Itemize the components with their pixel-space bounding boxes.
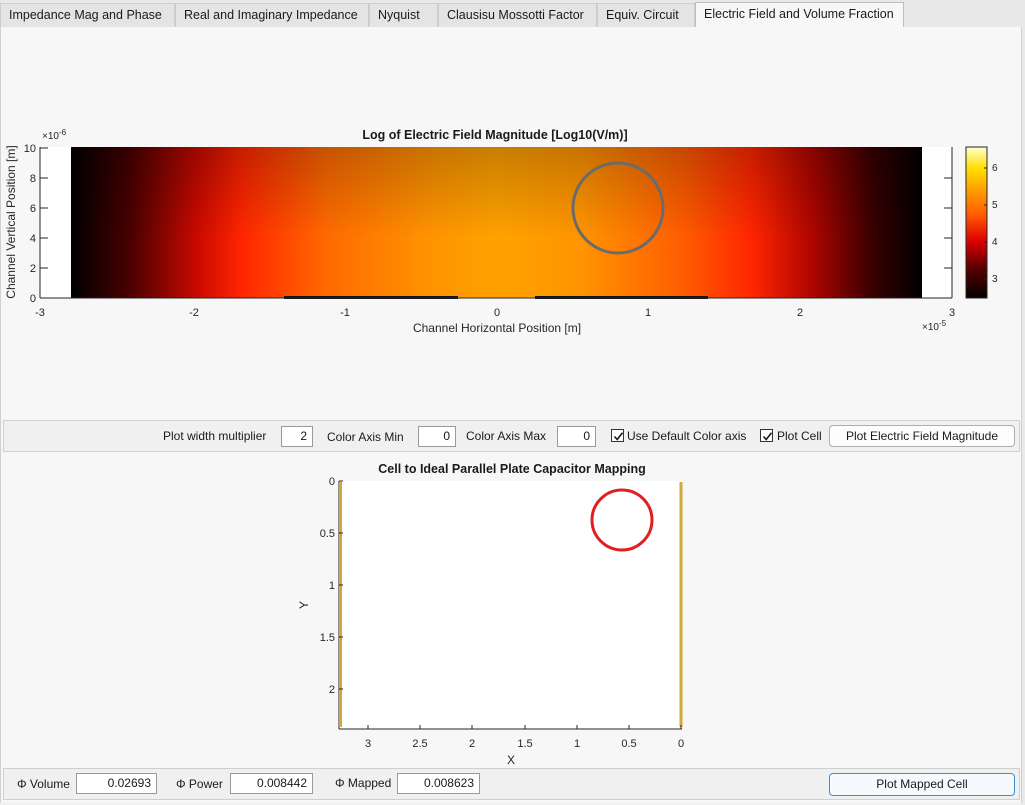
color-axis-min-label: Color Axis Min — [327, 430, 404, 444]
mapping-y-tick-label: 0.5 — [320, 528, 335, 540]
mapping-y-tick-label: 1 — [329, 580, 335, 592]
field-y-tick-label: 4 — [30, 233, 36, 245]
mapping-x-tick-label: 1 — [574, 738, 580, 750]
field-x-axis-label: Channel Horizontal Position [m] — [413, 321, 581, 335]
field-heatmap — [71, 147, 922, 298]
field-x-tick-label: 3 — [949, 307, 955, 319]
mapping-axes-background — [339, 481, 682, 729]
color-axis-min-input[interactable]: 0 — [418, 426, 456, 447]
cell-mapping-plot: Cell to Ideal Parallel Plate Capacitor M… — [297, 462, 684, 767]
volume-fraction-panel: Φ Volume 0.02693 Φ Power 0.008442 Φ Mapp… — [3, 768, 1020, 800]
mapping-x-tick-label: 3 — [365, 738, 371, 750]
field-y-axis-label: Channel Vertical Position [m] — [4, 145, 18, 298]
phi-mapped-label: Φ Mapped — [335, 776, 392, 790]
phi-mapped-value: 0.008623 — [397, 773, 480, 794]
mapping-x-tick-label: 1.5 — [517, 738, 532, 750]
field-x-tick-label: 2 — [797, 307, 803, 319]
field-x-exponent: ×10-5 — [922, 319, 947, 333]
tab-equiv-circuit[interactable]: Equiv. Circuit — [597, 3, 695, 27]
checkmark-icon — [613, 432, 624, 441]
plot-mapped-cell-button[interactable]: Plot Mapped Cell — [829, 773, 1015, 796]
field-y-tick-label: 0 — [30, 293, 36, 305]
phi-power-value: 0.008442 — [230, 773, 313, 794]
tab-nyquist[interactable]: Nyquist — [369, 3, 438, 27]
phi-power-label: Φ Power — [176, 777, 223, 791]
mapping-plot-title: Cell to Ideal Parallel Plate Capacitor M… — [378, 462, 645, 476]
tab-clausius-mossotti[interactable]: Clausisu Mossotti Factor — [438, 3, 597, 27]
plot-cell-checkbox[interactable] — [760, 429, 773, 442]
color-axis-max-label: Color Axis Max — [466, 429, 547, 443]
field-y-ticks-marks — [40, 147, 952, 299]
colorbar-tick-label: 4 — [992, 237, 998, 248]
cell-outline — [571, 161, 665, 255]
mapping-y-tick-label: 0 — [329, 476, 335, 488]
plot-width-multiplier-label: Plot width multiplier — [163, 429, 267, 443]
tab-impedance-mag-phase[interactable]: Impedance Mag and Phase — [0, 3, 175, 27]
mapping-x-tick-label: 2 — [469, 738, 475, 750]
tab-bar: Impedance Mag and Phase Real and Imagina… — [0, 0, 1025, 28]
mapping-x-tick-label: 0.5 — [621, 738, 636, 750]
field-y-tick-label: 6 — [30, 203, 36, 215]
use-default-color-axis-label[interactable]: Use Default Color axis — [627, 429, 747, 443]
field-x-tick-label: -2 — [189, 307, 199, 319]
mapping-x-tick-label: 0 — [678, 738, 684, 750]
mapping-x-axis-label: X — [507, 753, 515, 767]
electric-field-plot: Log of Electric Field Magnitude [Log10(V… — [4, 128, 998, 335]
plot-electric-field-magnitude-button[interactable]: Plot Electric Field Magnitude — [829, 425, 1015, 447]
field-y-tick-label: 10 — [24, 143, 36, 155]
mapping-y-tick-label: 1.5 — [320, 632, 335, 644]
field-y-tick-label: 8 — [30, 173, 36, 185]
mapping-y-axis-label: Y — [297, 601, 311, 609]
colorbar-tick-label: 5 — [992, 200, 998, 211]
field-x-tick-label: 1 — [645, 307, 651, 319]
window-edge — [1022, 27, 1025, 805]
mapping-x-tick-label: 2.5 — [412, 738, 427, 750]
field-controls-panel: Plot width multiplier 2 Color Axis Min 0… — [3, 420, 1020, 452]
field-plot-title: Log of Electric Field Magnitude [Log10(V… — [362, 128, 627, 142]
phi-volume-value: 0.02693 — [76, 773, 157, 794]
mapped-cell-outline — [590, 488, 654, 552]
colorbar — [965, 146, 988, 299]
color-axis-max-input[interactable]: 0 — [557, 426, 596, 447]
use-default-color-axis-checkbox[interactable] — [611, 429, 624, 442]
field-y-tick-label: 2 — [30, 263, 36, 275]
phi-volume-label: Φ Volume — [17, 777, 70, 791]
field-x-tick-label: 0 — [494, 307, 500, 319]
mapping-y-tick-label: 2 — [329, 684, 335, 696]
tab-electric-field-volume-fraction[interactable]: Electric Field and Volume Fraction — [695, 2, 904, 28]
checkmark-icon — [762, 432, 773, 441]
field-y-exponent: ×10-6 — [42, 128, 67, 142]
colorbar-tick-label: 3 — [992, 274, 998, 285]
plot-width-multiplier-input[interactable]: 2 — [281, 426, 313, 447]
field-x-tick-label: -1 — [340, 307, 350, 319]
tab-real-imaginary-impedance[interactable]: Real and Imaginary Impedance — [175, 3, 369, 27]
field-x-tick-label: -3 — [35, 307, 45, 319]
colorbar-tick-label: 6 — [992, 163, 998, 174]
plot-cell-label[interactable]: Plot Cell — [777, 429, 822, 443]
